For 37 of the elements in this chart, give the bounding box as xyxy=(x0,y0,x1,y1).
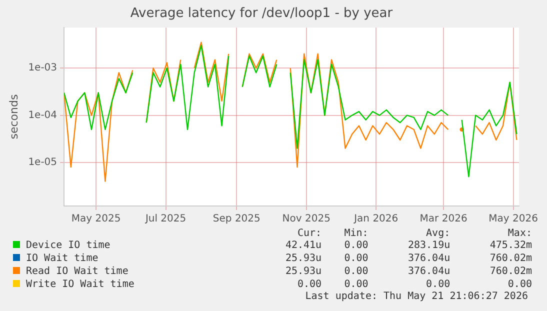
text: 0.00 xyxy=(343,252,368,265)
x-tick-label: May 2026 xyxy=(488,214,538,225)
chart-title: Average latency for /dev/loop1 - by year xyxy=(130,6,394,22)
text: Last update: Thu May 21 21:06:27 2026 xyxy=(304,291,528,302)
text: 25.93u xyxy=(284,265,322,278)
x-tick-label: Nov 2025 xyxy=(282,214,330,225)
text: 0.00 xyxy=(343,239,368,252)
legend-label: IO Wait time xyxy=(25,252,100,265)
text: 376.04u xyxy=(406,265,450,278)
legend-label: Read IO Wait time xyxy=(25,265,130,278)
text: 42.41u xyxy=(284,239,322,252)
y-tick-label: 1e-04 xyxy=(28,110,58,121)
y-tick-label: 1e-05 xyxy=(28,157,58,168)
text: 760.02m xyxy=(488,265,532,278)
y-axis-title: seconds xyxy=(7,94,20,140)
text: 0.00 xyxy=(343,278,368,291)
legend-label: Write IO Wait time xyxy=(25,278,136,291)
x-tick-label: May 2025 xyxy=(71,214,121,225)
x-tick-label: Jul 2025 xyxy=(144,214,186,225)
text: 0.00 xyxy=(506,278,532,291)
text: 760.02m xyxy=(488,252,532,265)
text: 475.32m xyxy=(488,239,532,252)
x-tick-label: Mar 2026 xyxy=(420,214,468,225)
text: Max: xyxy=(506,228,532,239)
x-tick-label: Jan 2026 xyxy=(353,214,398,225)
text: 0.00 xyxy=(296,278,322,291)
text: 283.19u xyxy=(406,239,450,252)
x-tick-label: Sep 2025 xyxy=(212,214,260,225)
text: 0.00 xyxy=(343,265,368,278)
text: 25.93u xyxy=(284,252,322,265)
legend-label: Device IO time xyxy=(25,239,112,252)
text: 0.00 xyxy=(425,278,450,291)
y-tick-label: 1e-03 xyxy=(28,62,58,74)
text: Avg: xyxy=(425,228,450,239)
text: Cur: xyxy=(296,228,322,239)
text: Min: xyxy=(343,228,368,239)
text: 376.04u xyxy=(406,252,450,265)
